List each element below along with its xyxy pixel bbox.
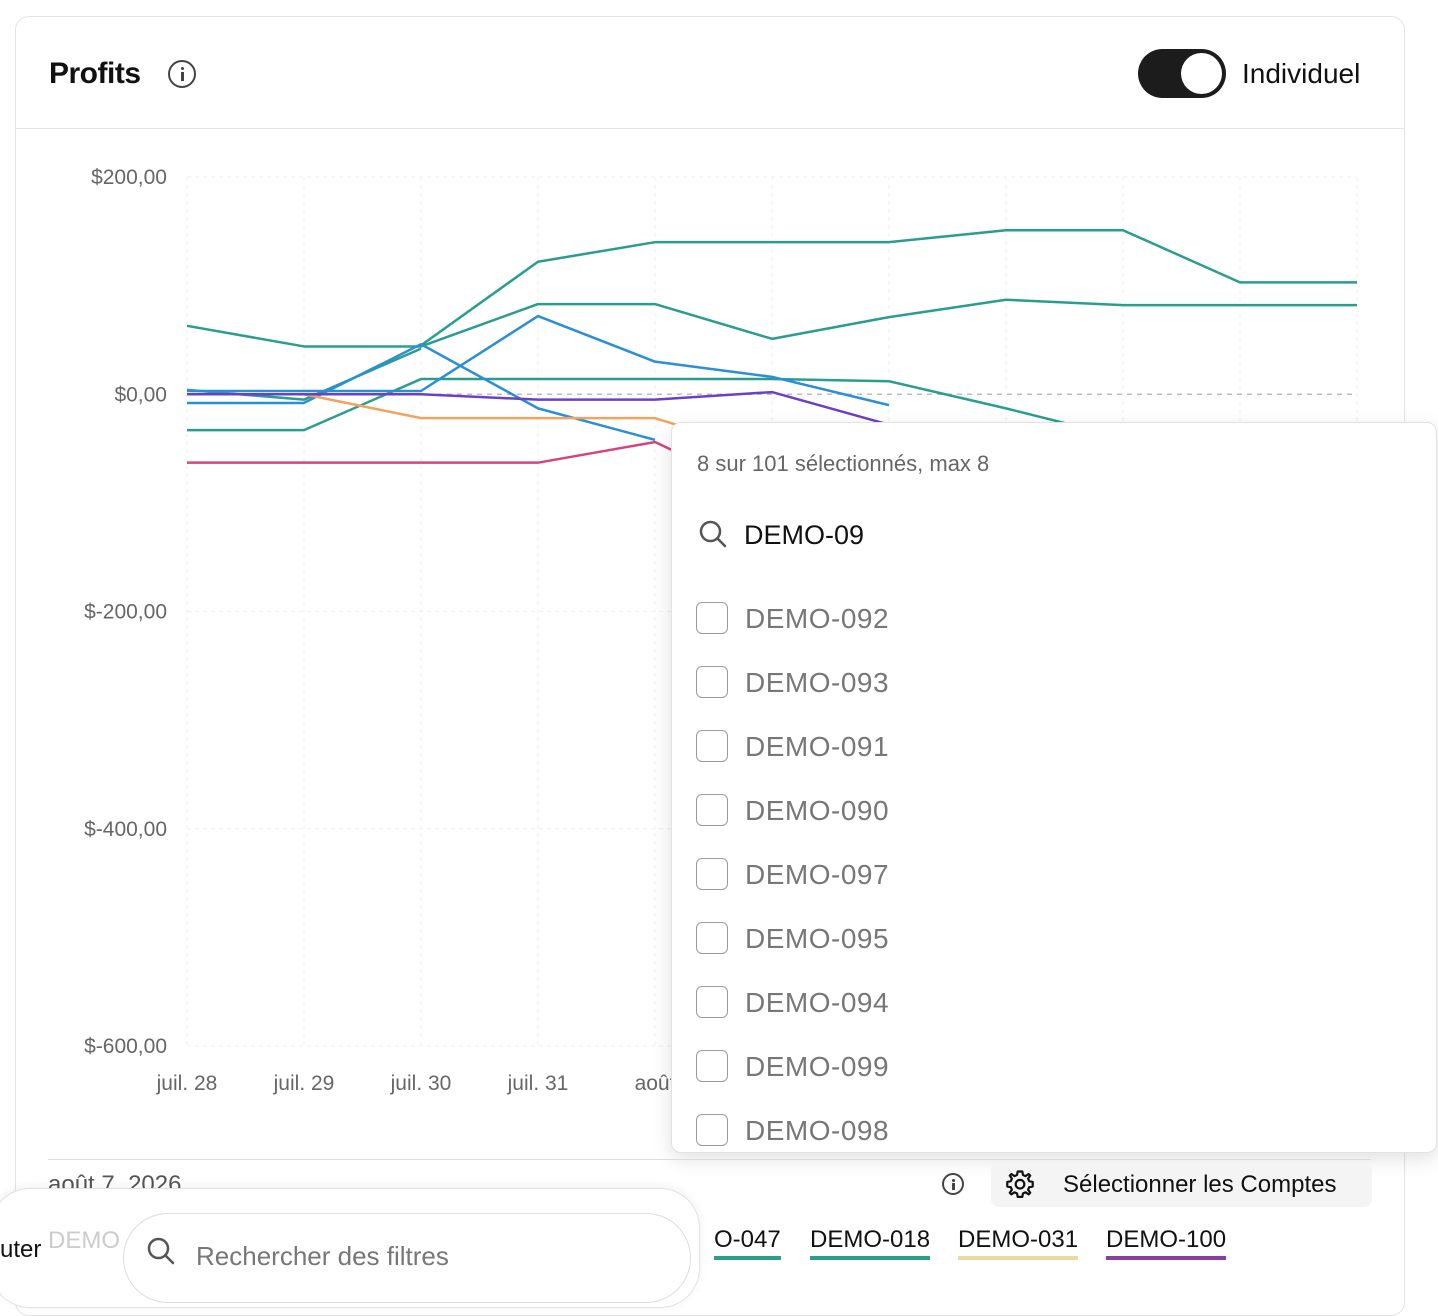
series-line-1: [420, 228, 1357, 347]
x-tick-label: août: [635, 1072, 676, 1095]
account-checkbox[interactable]: [696, 1114, 728, 1146]
account-checkbox[interactable]: [696, 602, 728, 634]
legend-swatch: [714, 1256, 781, 1260]
y-tick-label: $200,00: [91, 166, 167, 189]
account-option[interactable]: DEMO-098: [696, 1109, 1396, 1149]
x-tick-label: juil. 29: [273, 1072, 335, 1095]
account-option-label: DEMO-093: [745, 667, 890, 698]
account-option[interactable]: DEMO-091: [696, 725, 1396, 765]
toggle-label: Individuel: [1242, 58, 1361, 89]
account-option-label: DEMO-094: [745, 987, 890, 1018]
account-checkbox[interactable]: [696, 986, 728, 1018]
y-tick-label: $-600,00: [84, 1035, 167, 1058]
account-option[interactable]: DEMO-093: [696, 661, 1396, 701]
account-checkbox[interactable]: [696, 858, 728, 890]
card-title: Profits: [49, 57, 141, 90]
footer-divider: [48, 1159, 1371, 1160]
series-line-5: [187, 314, 890, 407]
account-option[interactable]: DEMO-090: [696, 789, 1396, 829]
select-accounts-label: Sélectionner les Comptes: [1063, 1171, 1337, 1198]
account-option-label: DEMO-090: [745, 795, 890, 826]
profits-chart: $200,00 $0,00 $-200,00 $-400,00 $-600,00 jui…: [84, 166, 1358, 1095]
filter-search-box[interactable]: [123, 1213, 691, 1303]
filter-side-demo: DEMO: [48, 1227, 120, 1254]
info-icon[interactable]: [168, 60, 196, 88]
legend-swatch: [810, 1256, 931, 1260]
account-option-label: DEMO-095: [745, 923, 890, 954]
account-checkbox[interactable]: [696, 730, 728, 762]
x-tick-label: juil. 30: [390, 1072, 452, 1095]
account-checkbox[interactable]: [696, 666, 728, 698]
account-option[interactable]: DEMO-097: [696, 853, 1396, 893]
search-icon: [699, 520, 727, 548]
account-option[interactable]: DEMO-095: [696, 917, 1396, 957]
series-line-3: [187, 377, 1124, 439]
legend-label: O-047: [714, 1226, 781, 1253]
individual-toggle[interactable]: [1138, 49, 1226, 98]
account-checkbox[interactable]: [696, 794, 728, 826]
account-option-label: DEMO-098: [745, 1115, 890, 1146]
account-option[interactable]: DEMO-092: [696, 597, 1396, 637]
account-option-label: DEMO-097: [745, 859, 890, 890]
legend-item[interactable]: DEMO-031: [958, 1226, 1079, 1260]
card-header: Profits Individuel: [16, 17, 1404, 129]
legend-item[interactable]: O-047: [714, 1226, 781, 1260]
selection-status: 8 sur 101 sélectionnés, max 8: [697, 451, 990, 476]
select-accounts-button[interactable]: Sélectionner les Comptes: [991, 1161, 1372, 1207]
account-checkbox[interactable]: [696, 922, 728, 954]
account-option[interactable]: DEMO-094: [696, 981, 1396, 1021]
account-search-input[interactable]: [744, 517, 1404, 553]
legend-label: DEMO-018: [810, 1226, 931, 1253]
legend-swatch: [1106, 1256, 1227, 1260]
legend-item[interactable]: DEMO-100: [1106, 1226, 1227, 1260]
legend-swatch: [958, 1256, 1079, 1260]
account-option-label: DEMO-092: [745, 603, 890, 634]
y-tick-label: $-200,00: [84, 601, 167, 624]
filter-search-input[interactable]: [196, 1236, 656, 1276]
legend-label: DEMO-031: [958, 1226, 1079, 1253]
account-option-label: DEMO-099: [745, 1051, 890, 1082]
y-tick-label: $0,00: [114, 383, 167, 406]
legend-item[interactable]: DEMO-018: [810, 1226, 931, 1260]
info-icon[interactable]: [942, 1173, 964, 1195]
gear-icon: [1006, 1170, 1034, 1198]
account-select-dropdown: 8 sur 101 sélectionnés, max 8 DEMO-092 DE…: [671, 422, 1437, 1153]
account-option-label: DEMO-091: [745, 731, 890, 762]
account-option[interactable]: DEMO-099: [696, 1045, 1396, 1085]
filter-side-label: uter: [0, 1236, 42, 1263]
x-tick-label: juil. 28: [156, 1072, 218, 1095]
toggle-knob: [1181, 53, 1222, 94]
legend-label: DEMO-100: [1106, 1226, 1227, 1253]
x-tick-label: juil. 31: [507, 1072, 569, 1095]
series-line-2: [186, 298, 1357, 348]
search-icon: [147, 1237, 175, 1265]
series-line-8: [187, 390, 890, 426]
y-tick-label: $-400,00: [84, 818, 167, 841]
account-checkbox[interactable]: [696, 1050, 728, 1082]
